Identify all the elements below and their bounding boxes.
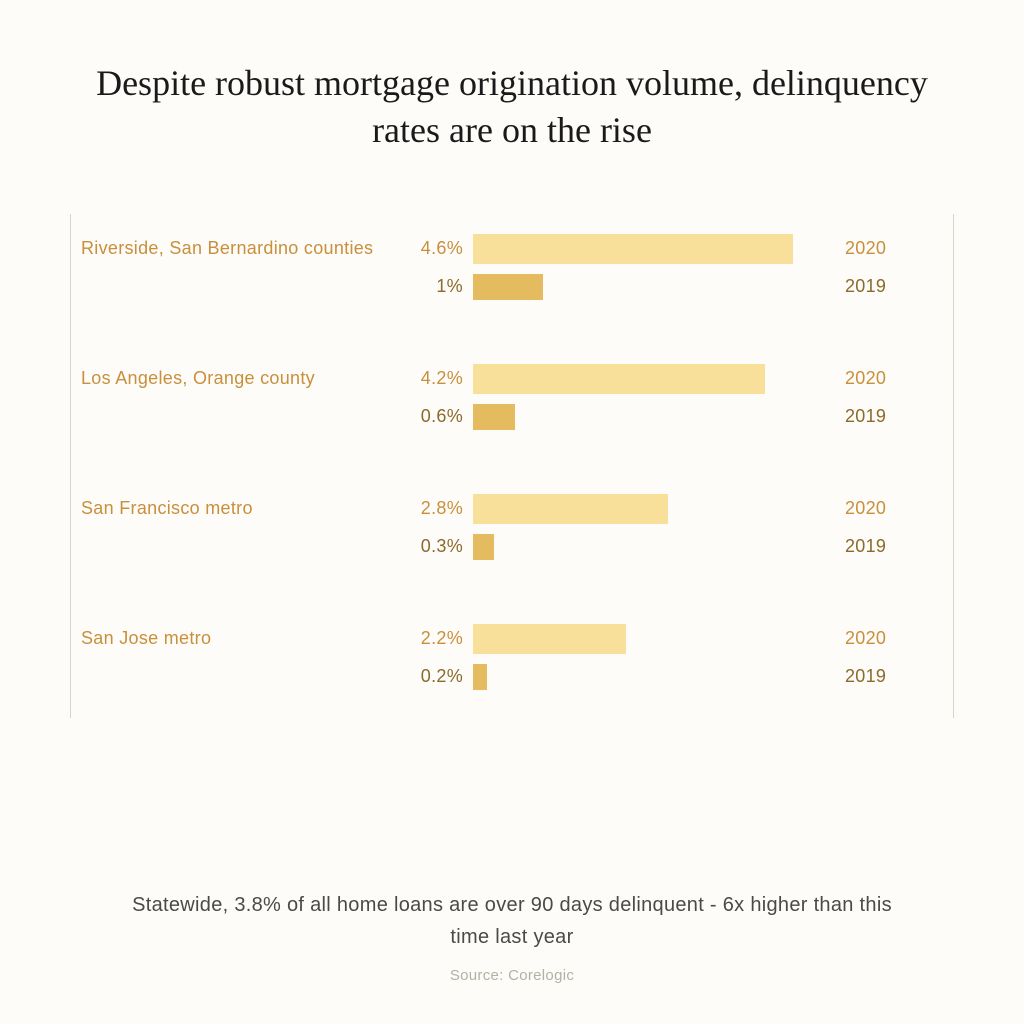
region-label: Riverside, San Bernardino counties <box>81 238 411 259</box>
pct-2020: 4.2% <box>411 368 473 389</box>
bar-2019 <box>473 664 487 690</box>
pct-2020: 2.2% <box>411 628 473 649</box>
bar-row-2020: San Francisco metro 2.8% 2020 <box>81 492 903 526</box>
pct-2019: 1% <box>411 276 473 297</box>
pct-2019: 0.2% <box>411 666 473 687</box>
bar-2019 <box>473 404 515 430</box>
bar-2020 <box>473 494 668 524</box>
bar-row-2019: 0.6% 2019 <box>81 400 903 434</box>
bar-2020 <box>473 234 793 264</box>
bar-2020 <box>473 364 765 394</box>
year-label-2019: 2019 <box>833 406 886 427</box>
chart-area: Riverside, San Bernardino counties 4.6% … <box>70 214 954 718</box>
region-group: San Jose metro 2.2% 2020 0.2% 2019 <box>81 622 903 694</box>
bar-row-2020: San Jose metro 2.2% 2020 <box>81 622 903 656</box>
pct-2020: 4.6% <box>411 238 473 259</box>
year-label-2020: 2020 <box>833 628 886 649</box>
pct-2019: 0.3% <box>411 536 473 557</box>
year-label-2020: 2020 <box>833 368 886 389</box>
region-label: San Francisco metro <box>81 498 411 519</box>
region-group: Los Angeles, Orange county 4.2% 2020 0.6… <box>81 362 903 434</box>
bar-2020 <box>473 624 626 654</box>
bar-row-2019: 0.2% 2019 <box>81 660 903 694</box>
source-label: Source: Corelogic <box>70 967 954 984</box>
bar-2019 <box>473 274 543 300</box>
bar-row-2019: 1% 2019 <box>81 270 903 304</box>
footnote: Statewide, 3.8% of all home loans are ov… <box>70 889 954 953</box>
bar-row-2020: Los Angeles, Orange county 4.2% 2020 <box>81 362 903 396</box>
region-group: Riverside, San Bernardino counties 4.6% … <box>81 232 903 304</box>
region-group: San Francisco metro 2.8% 2020 0.3% 2019 <box>81 492 903 564</box>
region-label: Los Angeles, Orange county <box>81 368 411 389</box>
footer: Statewide, 3.8% of all home loans are ov… <box>70 889 954 984</box>
bar-row-2020: Riverside, San Bernardino counties 4.6% … <box>81 232 903 266</box>
pct-2019: 0.6% <box>411 406 473 427</box>
year-label-2020: 2020 <box>833 498 886 519</box>
bar-row-2019: 0.3% 2019 <box>81 530 903 564</box>
chart-title: Despite robust mortgage origination volu… <box>70 60 954 154</box>
year-label-2020: 2020 <box>833 238 886 259</box>
year-label-2019: 2019 <box>833 276 886 297</box>
year-label-2019: 2019 <box>833 666 886 687</box>
bar-2019 <box>473 534 494 560</box>
year-label-2019: 2019 <box>833 536 886 557</box>
pct-2020: 2.8% <box>411 498 473 519</box>
region-label: San Jose metro <box>81 628 411 649</box>
